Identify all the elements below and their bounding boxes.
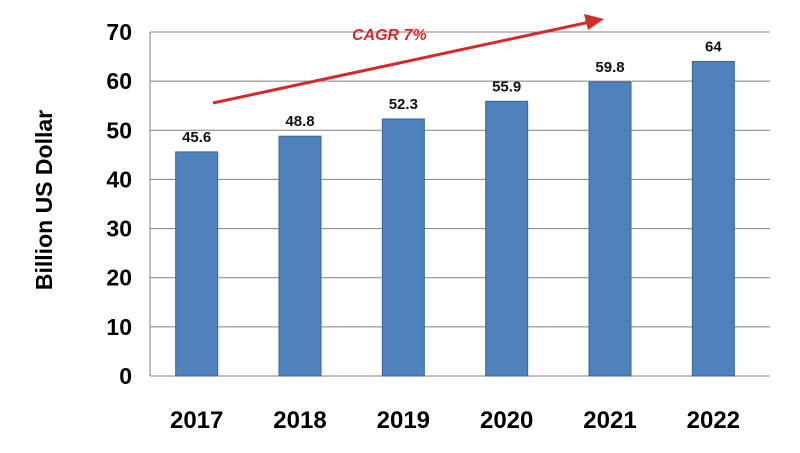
cagr-arrow — [212, 20, 591, 105]
y-tick-label: 30 — [106, 216, 132, 242]
bar — [485, 100, 529, 377]
data-label: 48.8 — [285, 113, 314, 130]
y-axis-title: Billion US Dollar — [31, 110, 57, 290]
x-tick-label: 2017 — [170, 407, 223, 434]
y-tick-label: 20 — [106, 265, 132, 291]
bar — [175, 151, 219, 377]
cagr-annotation: CAGR 7% — [212, 14, 604, 105]
y-tick-label: 10 — [106, 314, 132, 340]
x-tick-labels: 2017 2018 2019 2020 2021 2022 — [170, 407, 740, 434]
data-label: 55.9 — [492, 78, 521, 95]
gridlines — [149, 31, 770, 377]
bar — [691, 60, 735, 377]
y-tick-label: 50 — [106, 117, 132, 143]
y-tick-labels: 0 10 20 30 40 50 60 70 — [106, 19, 132, 389]
y-tick-label: 70 — [106, 19, 132, 45]
data-label: 59.8 — [595, 59, 624, 76]
x-tick-label: 2018 — [273, 407, 326, 434]
x-tick-label: 2020 — [480, 407, 533, 434]
x-tick-label: 2021 — [583, 407, 636, 434]
bar — [278, 135, 322, 377]
x-tick-label: 2022 — [687, 407, 740, 434]
bars — [175, 60, 735, 377]
y-tick-label: 40 — [106, 166, 132, 192]
data-label: 45.6 — [182, 129, 211, 146]
data-labels: 45.6 48.8 52.3 55.9 59.8 64 — [182, 38, 722, 145]
cagr-label: CAGR 7% — [352, 27, 427, 44]
cagr-arrow-head — [584, 14, 604, 30]
bar — [381, 118, 425, 377]
y-tick-label: 0 — [119, 363, 132, 389]
bar — [588, 81, 632, 377]
data-label: 52.3 — [389, 96, 418, 113]
data-label: 64 — [705, 38, 722, 55]
x-tick-label: 2019 — [377, 407, 430, 434]
y-tick-label: 60 — [106, 68, 132, 94]
